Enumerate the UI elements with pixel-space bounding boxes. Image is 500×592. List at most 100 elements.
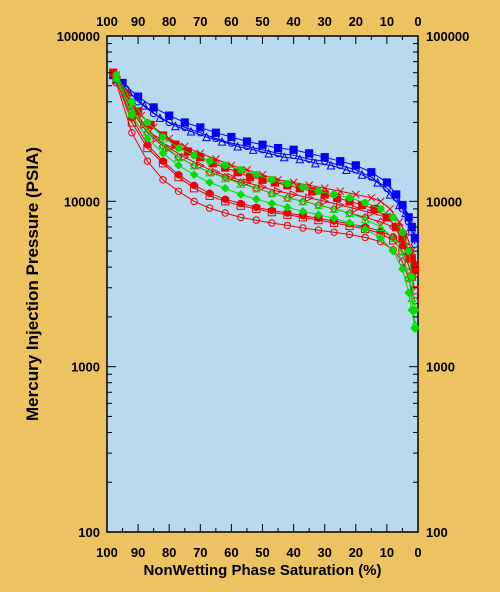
y-axis-title: Mercury Injection Pressure (PSIA) [23, 147, 42, 421]
x-tick-label-bottom: 20 [349, 545, 363, 560]
x-tick-label-bottom: 0 [414, 545, 421, 560]
data-point [251, 183, 261, 193]
data-point [382, 178, 391, 187]
data-point [236, 178, 246, 188]
data-point [196, 129, 205, 137]
data-point [165, 134, 174, 143]
data-point [389, 213, 397, 222]
data-point [217, 136, 227, 146]
data-point [305, 193, 314, 203]
x-tick-label-bottom: 100 [96, 545, 118, 560]
data-point [149, 103, 158, 112]
data-point [274, 149, 282, 158]
data-point [236, 201, 245, 210]
x-tick-label-top: 60 [224, 14, 238, 29]
data-point [258, 175, 267, 184]
series-line [115, 77, 416, 325]
data-point [360, 224, 370, 234]
data-point [174, 152, 183, 162]
data-point [251, 194, 261, 204]
data-point [158, 140, 168, 149]
data-point [158, 159, 168, 168]
data-point [376, 197, 385, 206]
data-point [351, 190, 360, 199]
plot-area [106, 35, 419, 533]
data-point [388, 233, 398, 243]
y-tick-label-right: 10000 [426, 194, 462, 209]
data-point [373, 177, 382, 187]
x-tick-label-top: 10 [380, 14, 394, 29]
data-point [243, 142, 251, 151]
data-point [205, 167, 215, 177]
data-point [394, 200, 404, 210]
x-tick-label-top: 80 [162, 14, 176, 29]
data-point [367, 208, 377, 218]
x-tick-label-bottom: 50 [255, 545, 269, 560]
series-line [115, 78, 416, 272]
series-13 [112, 74, 420, 333]
data-point [289, 190, 299, 199]
data-point [143, 157, 152, 165]
x-tick-label-top: 50 [255, 14, 269, 29]
data-point [211, 128, 220, 137]
data-point [360, 214, 370, 224]
data-point [361, 199, 369, 207]
data-point [220, 183, 230, 193]
tick-layer: 1001009090808070706060505040403030202010… [57, 14, 470, 560]
data-point [283, 221, 292, 230]
data-point [305, 149, 314, 158]
data-point [159, 176, 167, 184]
data-point [165, 111, 174, 120]
data-point [149, 123, 158, 132]
data-point [299, 224, 307, 232]
data-point [388, 246, 398, 256]
data-point [205, 191, 214, 200]
data-point [127, 111, 137, 120]
data-point [267, 208, 276, 217]
data-point [174, 144, 183, 152]
data-point [345, 230, 354, 239]
data-point [360, 213, 370, 222]
data-point [351, 161, 360, 170]
data-point [320, 184, 329, 193]
data-point [236, 190, 246, 199]
data-point [376, 233, 385, 243]
data-point [159, 133, 167, 141]
data-point [314, 187, 323, 195]
x-tick-label-bottom: 90 [131, 545, 145, 560]
data-point [128, 129, 136, 137]
data-point [143, 143, 152, 153]
data-point [189, 170, 199, 179]
series-line [115, 82, 416, 302]
data-point [221, 209, 229, 217]
data-point [283, 203, 292, 212]
data-point [143, 118, 152, 127]
data-point [314, 210, 323, 220]
data-point [267, 199, 277, 208]
data-point [190, 151, 198, 159]
data-point [279, 152, 289, 162]
data-point [376, 222, 386, 232]
data-point [221, 197, 230, 206]
x-tick-label-top: 0 [414, 14, 421, 29]
data-point [398, 249, 407, 259]
data-point [336, 187, 345, 196]
data-point [361, 233, 369, 242]
x-tick-label-bottom: 60 [224, 545, 238, 560]
y-tick-label-left: 100 [78, 525, 100, 540]
data-point [174, 161, 183, 170]
data-point [196, 123, 205, 132]
series-10 [112, 79, 419, 305]
data-point [139, 100, 149, 110]
data-point [367, 173, 376, 181]
data-point [252, 216, 260, 224]
y-tick-label-right: 1000 [426, 360, 455, 375]
data-point [289, 145, 298, 154]
data-point [298, 207, 308, 216]
data-point [252, 170, 260, 179]
data-point [196, 160, 206, 170]
x-tick-label-top: 90 [131, 14, 145, 29]
data-point [236, 178, 246, 187]
data-point [190, 181, 198, 190]
